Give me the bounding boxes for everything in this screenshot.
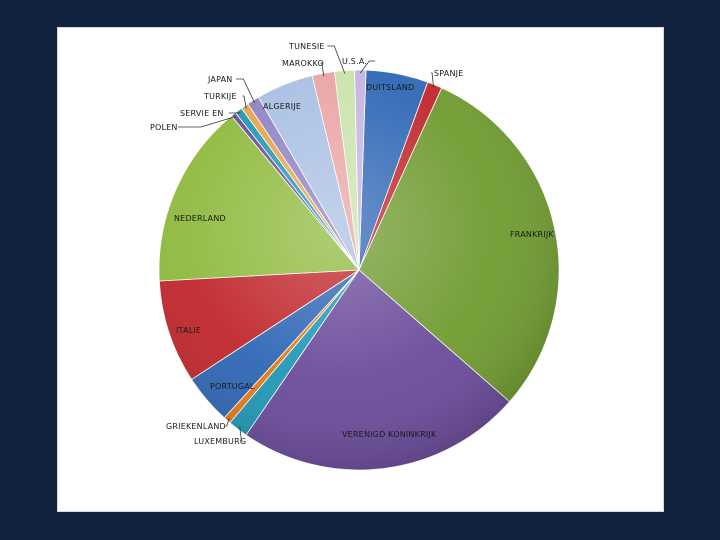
label-frankrijk: FRANKRIJK: [510, 230, 554, 239]
leader-line-spanje: [431, 72, 434, 88]
leader-line-u-s-a: [359, 60, 376, 74]
leader-line-griekenland: [225, 417, 230, 427]
leader-line-polen: [178, 116, 236, 128]
leader-line-tunesie: [327, 45, 346, 74]
label-japan: JAPAN: [207, 75, 232, 84]
label-marokko: MAROKKO: [282, 59, 324, 68]
label-duitsland: DUITSLAND: [366, 83, 414, 92]
label-portugal: PORTUGAL: [210, 382, 255, 391]
label-italie: ITALIE: [176, 326, 201, 335]
leader-line-turkije: [242, 95, 247, 109]
leader-line-japan: [236, 78, 255, 104]
label-spanje: SPANJE: [434, 69, 463, 78]
label-griekenland: GRIEKENLAND: [166, 422, 226, 431]
label-verenigd-koninkrijk: VERENIGD KONINKRIJK: [342, 430, 437, 439]
chart-panel: DUITSLAND SPANJE FRANKRIJK VERENIGD KONINKR…: [57, 27, 664, 512]
label-nederland: NEDERLAND: [174, 214, 226, 223]
label-tunesie: TUNESIE: [288, 42, 325, 51]
pie-chart: DUITSLAND SPANJE FRANKRIJK VERENIGD KONINKR…: [150, 42, 560, 471]
label-u-s-a: U.S.A.: [342, 57, 367, 66]
label-servie-en: SERVIE EN: [180, 109, 224, 118]
leader-line-luxemburg: [239, 426, 243, 442]
label-turkije: TURKIJE: [203, 92, 237, 101]
label-algerije: ALGERIJE: [263, 102, 301, 111]
leader-line-marokko: [320, 62, 325, 77]
label-polen: POLEN: [150, 123, 178, 132]
label-luxemburg: LUXEMBURG: [194, 437, 246, 446]
